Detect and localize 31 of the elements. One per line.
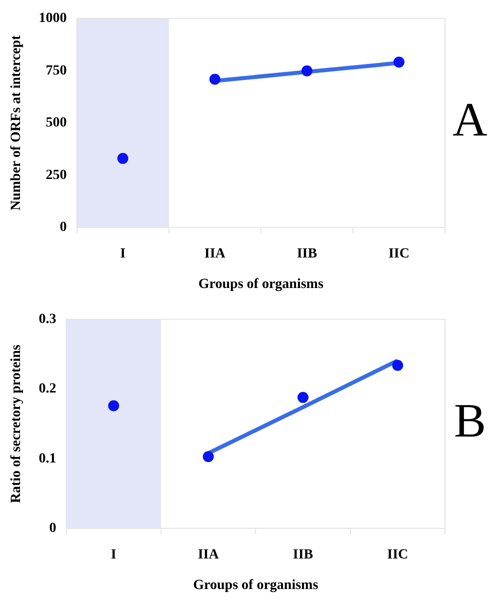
y-tick-label: 0 xyxy=(60,220,67,236)
x-tick-label: IIA xyxy=(198,547,220,562)
point xyxy=(297,392,308,403)
point xyxy=(393,56,404,68)
point xyxy=(117,152,128,164)
y-tick-label: 250 xyxy=(46,168,67,183)
y-tick-label: 0.1 xyxy=(38,451,56,466)
x-tick-label: IIB xyxy=(296,246,318,262)
x-axis-title: Groups of organisms xyxy=(193,578,319,594)
point xyxy=(209,74,220,85)
y-axis-title: Number of ORFs at intercept xyxy=(9,34,24,211)
x-tick-label: I xyxy=(120,246,126,262)
y-tick-label: 1000 xyxy=(38,11,67,26)
y-tick-label: 500 xyxy=(46,116,67,131)
text: B xyxy=(454,394,486,448)
point xyxy=(301,65,312,76)
y-tick-label: 750 xyxy=(46,63,67,78)
x-tick-label: IIC xyxy=(388,246,410,262)
y-axis-title: Ratio of secretory proteins xyxy=(9,344,24,504)
point xyxy=(392,360,404,371)
y-tick-label: 0 xyxy=(49,521,56,536)
point xyxy=(108,400,120,412)
point xyxy=(202,451,214,462)
x-tick-label: IIA xyxy=(204,246,226,262)
x-tick-label: IIC xyxy=(387,547,408,562)
y-tick-label: 0.2 xyxy=(38,382,56,397)
x-axis-title: Groups of organisms xyxy=(198,277,324,292)
y-tick-label: 0.3 xyxy=(38,312,56,328)
text: A xyxy=(452,94,488,147)
x-tick-label: I xyxy=(110,547,116,562)
x-tick-label: IIB xyxy=(292,547,314,562)
